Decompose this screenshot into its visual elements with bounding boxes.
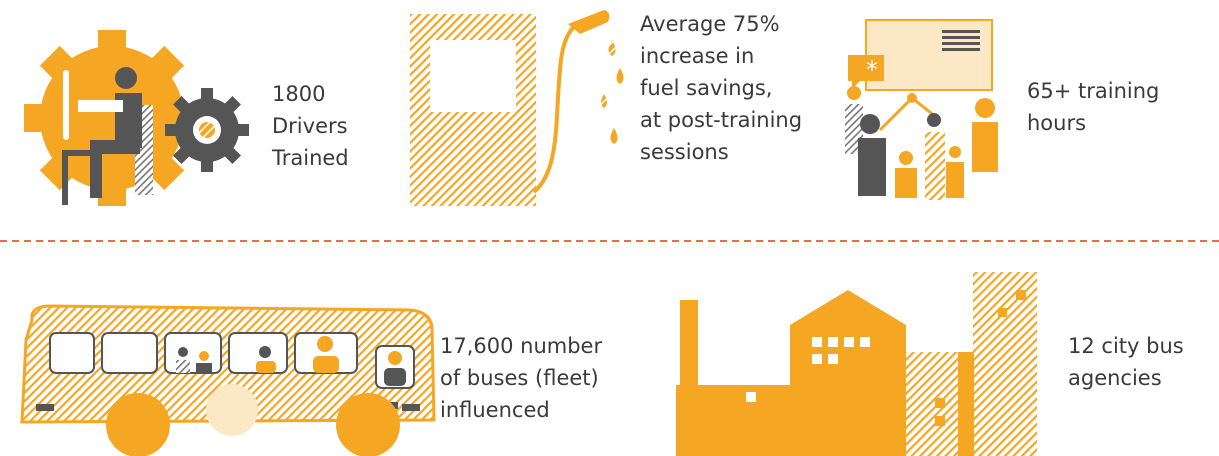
stat-line: Trained [271, 146, 349, 170]
asterisk: * [866, 56, 878, 84]
infographic: * 1800D [0, 0, 1219, 456]
stat-line: 17,600 number [440, 334, 602, 358]
stat-line: at post-training [640, 108, 802, 132]
training-icon: * [845, 20, 998, 200]
stat-line: agencies [1068, 366, 1162, 390]
stat-line: 1800 [272, 82, 325, 106]
stat-line: sessions [640, 140, 729, 164]
stat-line: influenced [440, 398, 550, 422]
stat-line: fuel savings, [640, 76, 772, 100]
fuel-pump-icon [410, 10, 624, 206]
stat-line: increase in [640, 44, 754, 68]
buildings-icon [676, 272, 1037, 456]
bus-icon [22, 306, 434, 456]
driver-icon [24, 30, 249, 206]
page: * 1800D [0, 0, 1219, 456]
stat-line: 12 city bus [1068, 334, 1184, 358]
stat-line: of buses (fleet) [440, 366, 599, 390]
stat-line: Drivers [272, 114, 348, 138]
stat-line: Average 75% [640, 12, 780, 36]
stat-line: hours [1027, 111, 1086, 135]
stat-line: 65+ training [1027, 79, 1159, 103]
